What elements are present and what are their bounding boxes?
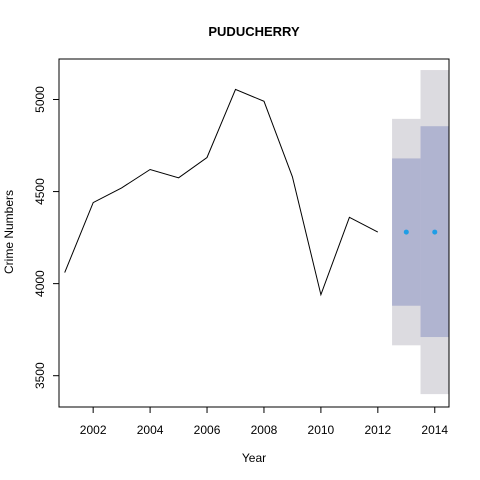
- plot-frame: [58, 58, 450, 408]
- chart-title: PUDUCHERRY: [208, 24, 300, 39]
- x-axis: 2002 2004 2006 2008 2010 2012 2014: [80, 407, 448, 437]
- y-tick-label-3500: 3500: [33, 362, 47, 389]
- forecast-point-2014: [432, 229, 438, 235]
- x-tick-label-2004: 2004: [137, 423, 164, 437]
- x-tick-label-2014: 2014: [421, 423, 448, 437]
- y-tick-label-4000: 4000: [33, 270, 47, 297]
- x-tick-label-2002: 2002: [80, 423, 107, 437]
- y-axis: 3500 4000 4500 5000: [33, 86, 59, 389]
- history-line: [64, 88, 379, 297]
- y-tick-label-4500: 4500: [33, 178, 47, 205]
- x-tick-label-2008: 2008: [251, 423, 278, 437]
- forecast-point-2013: [403, 229, 409, 235]
- y-tick-label-5000: 5000: [33, 86, 47, 113]
- y-axis-label: Crime Numbers: [2, 190, 16, 274]
- series-layer: [64, 88, 438, 297]
- x-tick-label-2010: 2010: [308, 423, 335, 437]
- x-tick-label-2012: 2012: [364, 423, 391, 437]
- x-axis-label: Year: [242, 451, 266, 465]
- x-tick-label-2006: 2006: [194, 423, 221, 437]
